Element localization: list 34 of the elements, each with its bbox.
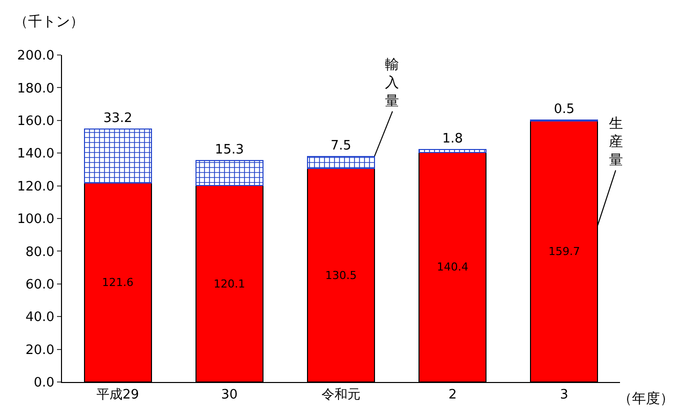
series-label: 生産量 — [609, 116, 623, 168]
y-tick-label: 40.0 — [25, 310, 54, 326]
y-tick-label: 0.0 — [34, 376, 54, 391]
x-tick-label: 2 — [448, 388, 457, 403]
y-tick-label: 180.0 — [17, 81, 54, 96]
x-tick-label: 30 — [221, 388, 238, 403]
data-label: 140.4 — [436, 260, 468, 274]
y-tick-label: 60.0 — [25, 277, 54, 292]
y-tick-label: 160.0 — [17, 114, 54, 129]
data-label: 0.5 — [554, 102, 575, 118]
y-axis-title: （千トン） — [14, 14, 84, 30]
data-label: 121.6 — [102, 276, 134, 290]
data-label: 120.1 — [214, 277, 246, 290]
y-tick-label: 200.0 — [17, 48, 54, 64]
y-tick-label: 100.0 — [17, 212, 54, 228]
x-tick-label: 3 — [560, 388, 568, 403]
x-axis-title: （年度） — [618, 391, 674, 407]
x-tick-label: 平成29 — [96, 388, 140, 403]
data-label: 130.5 — [325, 268, 357, 282]
y-tick-label: 120.0 — [17, 179, 54, 194]
text: 輸入量 — [385, 57, 399, 110]
data-label: 7.5 — [330, 138, 352, 154]
bar — [307, 156, 375, 170]
bar — [195, 160, 264, 186]
data-label: 33.2 — [103, 110, 132, 126]
data-label: 15.3 — [214, 142, 244, 158]
data-label: 1.8 — [442, 132, 463, 146]
y-tick-label: 140.0 — [17, 146, 54, 162]
y-tick-label: 20.0 — [25, 342, 54, 358]
bar — [84, 128, 152, 184]
bar — [418, 149, 487, 153]
data-label: 159.7 — [548, 244, 580, 258]
y-tick-label: 80.0 — [25, 244, 54, 260]
x-tick-label: 令和元 — [322, 388, 360, 403]
